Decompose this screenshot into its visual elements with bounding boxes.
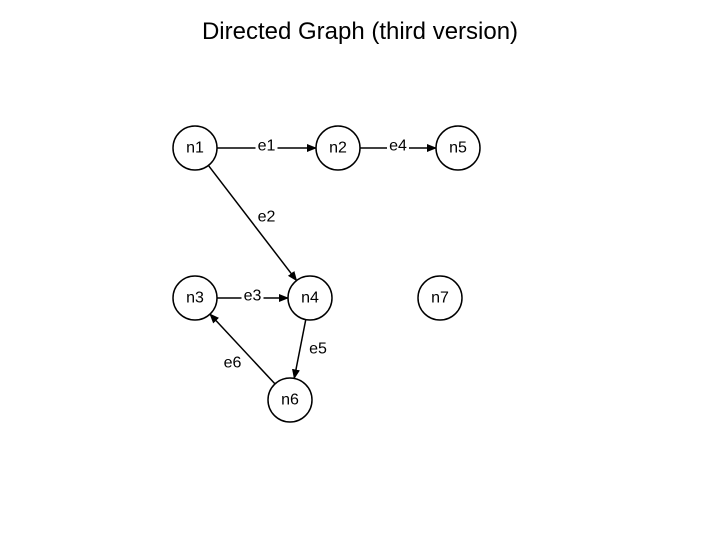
node-label-n6: n6 bbox=[281, 392, 299, 409]
node-label-n5: n5 bbox=[449, 140, 467, 157]
edge-label-e6: e6 bbox=[224, 355, 242, 372]
node-label-n7: n7 bbox=[431, 290, 449, 307]
edge-label-e4: e4 bbox=[389, 138, 407, 155]
node-label-n4: n4 bbox=[301, 290, 319, 307]
edge-label-e1: e1 bbox=[258, 138, 276, 155]
edge-label-e3: e3 bbox=[244, 288, 262, 305]
edge-label-e2: e2 bbox=[258, 209, 276, 226]
edge-label-e5: e5 bbox=[309, 341, 327, 358]
node-label-n2: n2 bbox=[329, 140, 347, 157]
edge-e5 bbox=[294, 320, 306, 379]
edge-e2 bbox=[208, 165, 296, 280]
edge-e6 bbox=[210, 314, 275, 384]
node-label-n1: n1 bbox=[186, 140, 204, 157]
node-label-n3: n3 bbox=[186, 290, 204, 307]
directed-graph: e1 e4 e2 e3 e5 e6 n1 n2 n5 n3 n4 n7 n6 bbox=[0, 0, 720, 540]
